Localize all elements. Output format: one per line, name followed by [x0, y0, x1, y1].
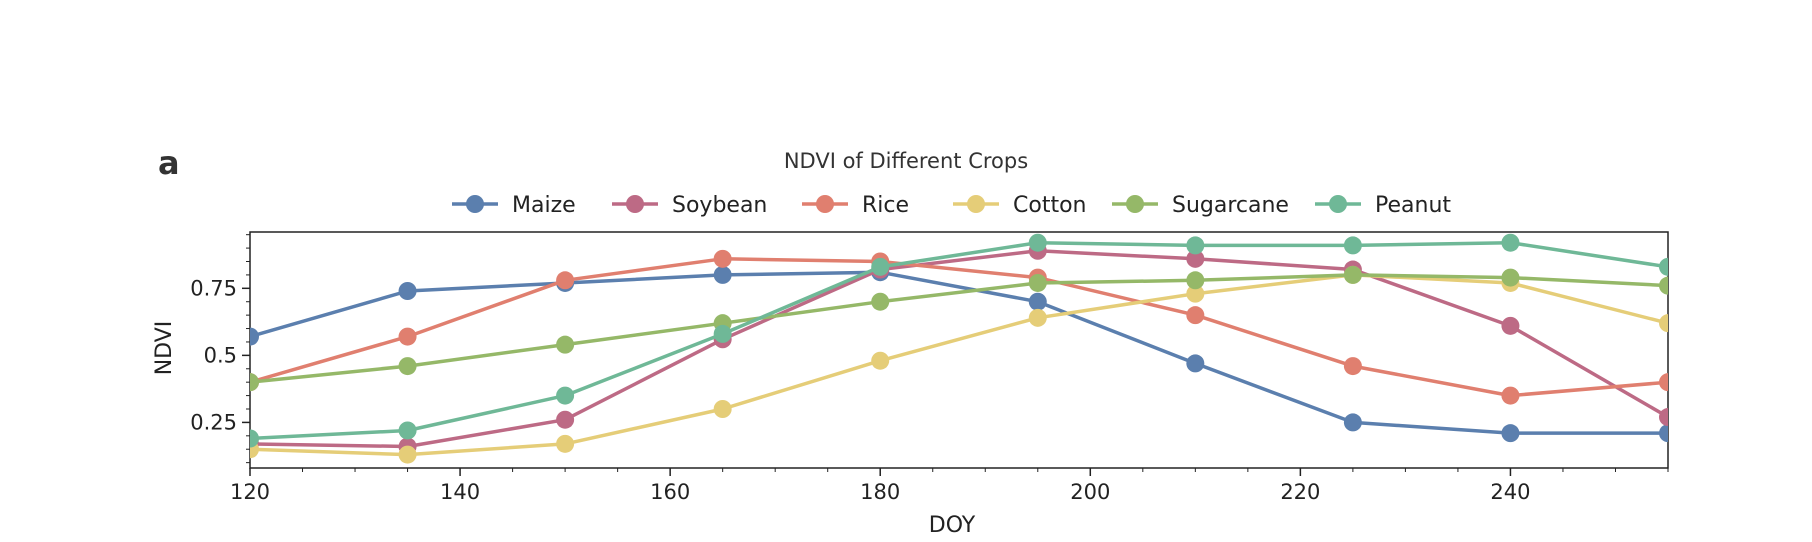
data-point-rice — [1343, 357, 1362, 376]
data-point-sugarcane — [1028, 273, 1047, 292]
series-line-soybean — [250, 249, 1668, 449]
legend-label-soybean: Soybean — [672, 193, 767, 218]
data-point-peanut — [556, 386, 575, 405]
data-point-sugarcane — [1501, 268, 1520, 287]
data-point-sugarcane — [1186, 271, 1205, 290]
data-point-peanut — [398, 421, 417, 440]
data-point-peanut — [871, 257, 890, 276]
legend: Maize Soybean Rice Cotton Sugarcane Peanut — [452, 193, 1451, 218]
data-point-cotton — [871, 351, 890, 370]
data-point-sugarcane — [1659, 276, 1668, 295]
data-point-maize — [1659, 424, 1668, 443]
y-tick-label: 0.25 — [190, 410, 237, 434]
data-point-soybean — [1501, 316, 1520, 335]
chart-title: NDVI of Different Crops — [784, 149, 1028, 173]
panel-label: a — [158, 144, 180, 182]
series-line-peanut — [250, 240, 1668, 441]
legend-label-maize: Maize — [512, 193, 576, 218]
data-point-peanut — [1501, 233, 1520, 252]
data-point-peanut — [1659, 257, 1668, 276]
series-line-maize — [250, 270, 1668, 435]
plot-frame — [249, 231, 1669, 469]
x-tick-label: 240 — [1490, 480, 1530, 504]
legend-marker-peanut — [1329, 195, 1347, 213]
legend-marker-cotton — [967, 195, 985, 213]
data-point-soybean — [1659, 408, 1668, 427]
data-point-sugarcane — [398, 357, 417, 376]
x-axis-label: DOY — [929, 513, 976, 538]
x-tick-label: 200 — [1070, 480, 1110, 504]
legend-marker-maize — [466, 195, 484, 213]
series-line-cotton — [250, 273, 1668, 457]
data-point-cotton — [1028, 308, 1047, 327]
data-point-maize — [398, 282, 417, 300]
legend-label-rice: Rice — [862, 193, 909, 218]
data-point-soybean — [1186, 249, 1205, 268]
legend-marker-sugarcane — [1126, 195, 1144, 213]
y-tick-label: 0.75 — [190, 276, 237, 300]
legend-label-sugarcane: Sugarcane — [1172, 193, 1289, 218]
y-tick-label: 0.5 — [204, 343, 237, 367]
data-point-rice — [398, 327, 417, 346]
data-point-cotton — [398, 445, 417, 464]
data-point-sugarcane — [1343, 265, 1362, 284]
data-point-maize — [1343, 413, 1362, 432]
data-point-rice — [1659, 373, 1668, 392]
data-point-rice — [713, 249, 732, 268]
data-point-peanut — [1028, 233, 1047, 252]
legend-marker-soybean — [626, 195, 644, 213]
legend-label-peanut: Peanut — [1375, 193, 1451, 218]
series-line-rice — [250, 257, 1668, 398]
x-tick-label: 120 — [230, 480, 270, 504]
data-point-rice — [1186, 306, 1205, 325]
data-point-peanut — [713, 324, 732, 343]
legend-label-cotton: Cotton — [1013, 193, 1086, 218]
data-point-rice — [1501, 386, 1520, 405]
data-point-cotton — [713, 400, 732, 418]
x-tick-label: 180 — [860, 480, 900, 504]
data-point-peanut — [1186, 236, 1205, 255]
series-line-sugarcane — [250, 273, 1668, 384]
x-tick-label: 220 — [1280, 480, 1320, 504]
data-point-maize — [250, 327, 259, 346]
data-point-cotton — [1186, 284, 1205, 303]
data-point-sugarcane — [556, 335, 575, 354]
data-point-maize — [713, 265, 732, 284]
data-point-maize — [1186, 354, 1205, 373]
data-point-sugarcane — [250, 373, 259, 392]
data-point-maize — [1501, 424, 1520, 443]
x-tick-label: 140 — [440, 480, 480, 504]
x-tick-label: 160 — [650, 480, 690, 504]
legend-marker-rice — [816, 195, 834, 213]
data-point-rice — [556, 271, 575, 290]
data-point-soybean — [556, 410, 575, 429]
data-point-cotton — [556, 434, 575, 453]
y-axis-label: NDVI — [152, 321, 177, 376]
data-point-maize — [1028, 292, 1047, 311]
plot-area: 120 140 160 180 200 220 240 0.25 0.5 0.75 — [190, 231, 1669, 504]
data-point-cotton — [1659, 314, 1668, 333]
data-point-sugarcane — [871, 292, 890, 311]
data-point-peanut — [1343, 236, 1362, 255]
data-point-peanut — [250, 429, 259, 448]
